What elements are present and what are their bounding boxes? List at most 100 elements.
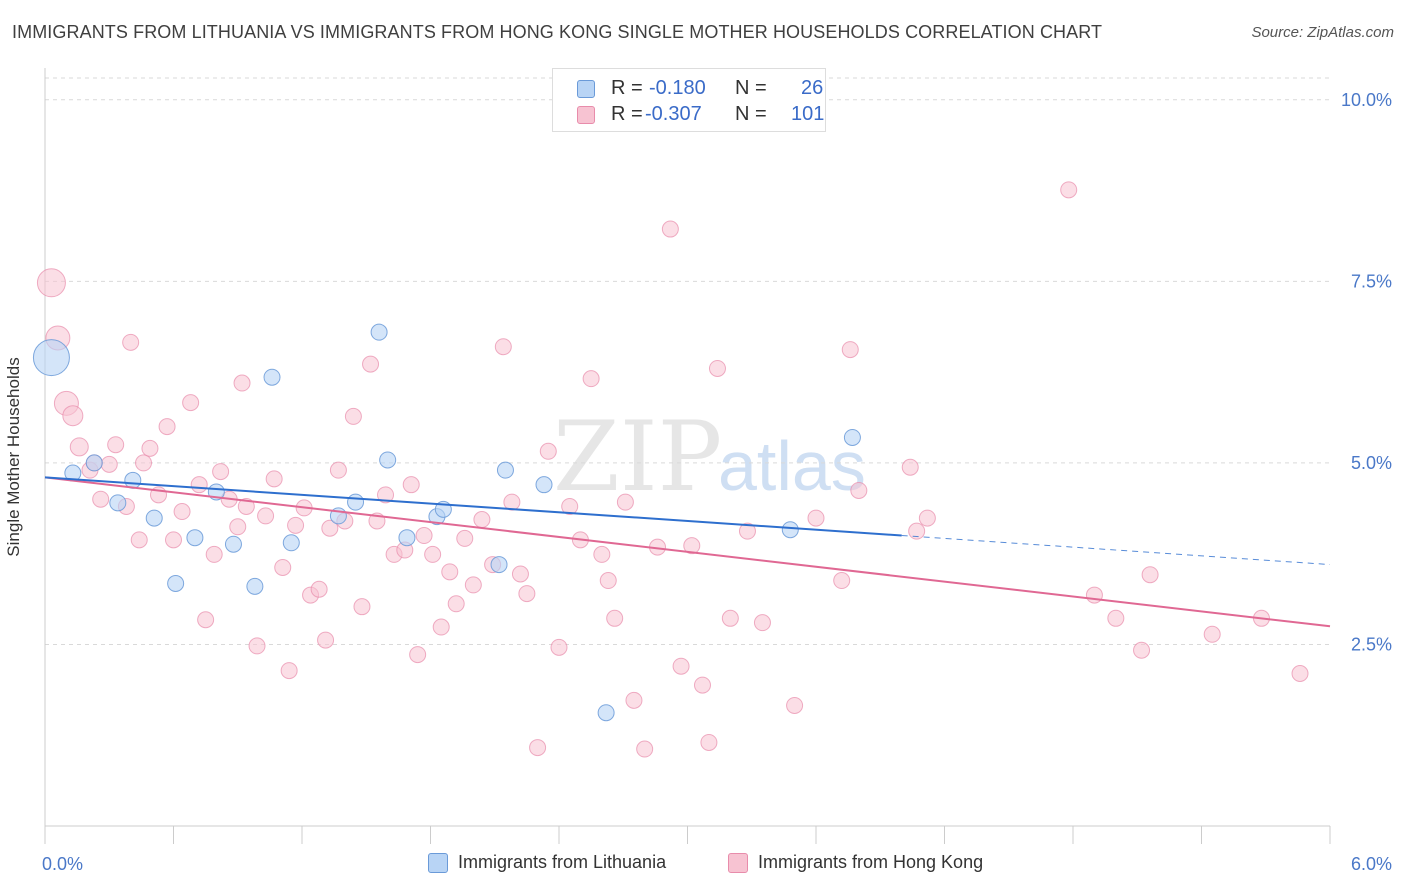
data-point-hong-kong <box>353 598 371 616</box>
data-point-hong-kong <box>165 531 182 549</box>
legend-n-label: N = <box>735 103 767 125</box>
data-point-hong-kong <box>464 576 482 594</box>
data-point-hong-kong <box>402 476 420 494</box>
data-point-hong-kong <box>182 394 200 412</box>
data-point-hong-kong <box>310 580 328 598</box>
data-point-lithuania <box>124 471 142 489</box>
data-point-hong-kong <box>229 518 247 536</box>
data-point-hong-kong <box>424 545 442 563</box>
data-point-hong-kong <box>287 516 305 534</box>
watermark-zip: ZIP <box>553 401 722 513</box>
legend-label-lithuania: Immigrants from Lithuania <box>458 852 667 872</box>
legend-r-value: -0.180 <box>649 77 706 99</box>
data-point-lithuania <box>186 529 204 547</box>
chart-title: IMMIGRANTS FROM LITHUANIA VS IMMIGRANTS … <box>12 22 1103 42</box>
data-point-hong-kong <box>1203 625 1221 643</box>
data-point-hong-kong <box>321 519 339 537</box>
data-point-hong-kong <box>606 609 624 627</box>
data-point-hong-kong <box>494 338 512 356</box>
data-point-hong-kong <box>205 545 223 563</box>
trend-line-lithuania <box>44 476 902 537</box>
data-point-hong-kong <box>561 497 579 515</box>
data-point-lithuania <box>843 428 861 446</box>
data-point-hong-kong <box>582 370 600 388</box>
data-point-hong-kong <box>190 476 208 494</box>
data-point-hong-kong <box>700 733 718 751</box>
data-point-hong-kong <box>456 529 474 547</box>
data-point-hong-kong <box>441 563 459 581</box>
data-point-hong-kong <box>672 657 690 675</box>
data-point-hong-kong <box>738 522 756 540</box>
data-point-hong-kong <box>173 503 191 521</box>
ticks <box>44 826 1331 844</box>
data-point-hong-kong <box>1060 181 1078 199</box>
data-point-hong-kong <box>693 676 711 694</box>
data-point-hong-kong <box>237 497 255 515</box>
y-tick-label: 5.0% <box>1351 453 1392 473</box>
data-point-hong-kong <box>518 585 536 603</box>
data-point-lithuania <box>597 704 615 722</box>
legend-r-value: -0.307 <box>645 103 702 125</box>
data-point-hong-kong <box>69 437 89 457</box>
data-point-hong-kong <box>415 527 433 545</box>
data-point-hong-kong <box>36 268 66 298</box>
watermark-atlas: atlas <box>718 427 866 505</box>
data-point-hong-kong <box>539 442 557 460</box>
data-point-lithuania <box>145 509 163 527</box>
data-point-hong-kong <box>636 740 654 758</box>
data-point-hong-kong <box>901 458 919 476</box>
data-point-hong-kong <box>753 614 771 632</box>
data-point-hong-kong <box>529 739 547 757</box>
data-point-hong-kong <box>918 509 936 527</box>
data-point-lithuania <box>781 521 799 539</box>
legend-swatch-hong-kong <box>577 106 595 124</box>
data-point-hong-kong <box>92 490 110 508</box>
data-point-lithuania <box>496 461 514 479</box>
data-point-hong-kong <box>212 463 230 481</box>
data-point-hong-kong <box>62 405 84 427</box>
source-label: Source: ZipAtlas.com <box>1251 24 1394 41</box>
trend-line-lithuania-extension <box>901 535 1331 566</box>
data-point-hong-kong <box>708 359 726 377</box>
data-point-hong-kong <box>473 511 491 529</box>
data-point-hong-kong <box>432 618 450 636</box>
data-point-hong-kong <box>1291 664 1309 682</box>
data-point-hong-kong <box>550 638 568 656</box>
data-point-lithuania <box>490 556 508 574</box>
data-point-hong-kong <box>841 341 859 359</box>
y-axis-label: Single Mother Households <box>4 357 23 557</box>
data-point-lithuania <box>370 323 388 341</box>
data-point-lithuania <box>32 339 70 377</box>
data-point-hong-kong <box>807 509 825 527</box>
data-point-hong-kong <box>135 454 153 472</box>
data-point-lithuania <box>379 451 397 469</box>
legend-r-label: R = <box>611 77 643 99</box>
data-point-lithuania <box>535 476 553 494</box>
data-point-hong-kong <box>344 407 362 425</box>
legend-swatch-hong-kong <box>728 853 748 873</box>
data-point-lithuania <box>282 534 300 552</box>
data-point-lithuania <box>224 535 242 553</box>
data-point-hong-kong <box>409 646 427 664</box>
data-point-hong-kong <box>274 558 292 576</box>
data-point-hong-kong <box>280 662 298 680</box>
data-point-hong-kong <box>833 572 851 590</box>
series-hong-kong-points <box>36 181 1309 758</box>
data-point-hong-kong <box>362 355 380 373</box>
data-point-hong-kong <box>141 439 159 457</box>
data-point-hong-kong <box>616 493 634 511</box>
data-point-hong-kong <box>248 637 266 655</box>
series-legend: Immigrants from Lithuania Immigrants fro… <box>0 852 1406 878</box>
data-point-lithuania <box>263 368 281 386</box>
data-point-hong-kong <box>511 565 529 583</box>
data-point-hong-kong <box>233 374 251 392</box>
data-point-hong-kong <box>625 691 643 709</box>
legend-swatch-lithuania <box>577 80 595 98</box>
data-point-hong-kong <box>786 696 804 714</box>
trend-lines <box>44 476 1331 628</box>
data-point-hong-kong <box>107 436 125 454</box>
data-point-hong-kong <box>593 545 611 563</box>
x-tick-label: 6.0% <box>1351 854 1392 874</box>
data-point-hong-kong <box>158 418 176 436</box>
